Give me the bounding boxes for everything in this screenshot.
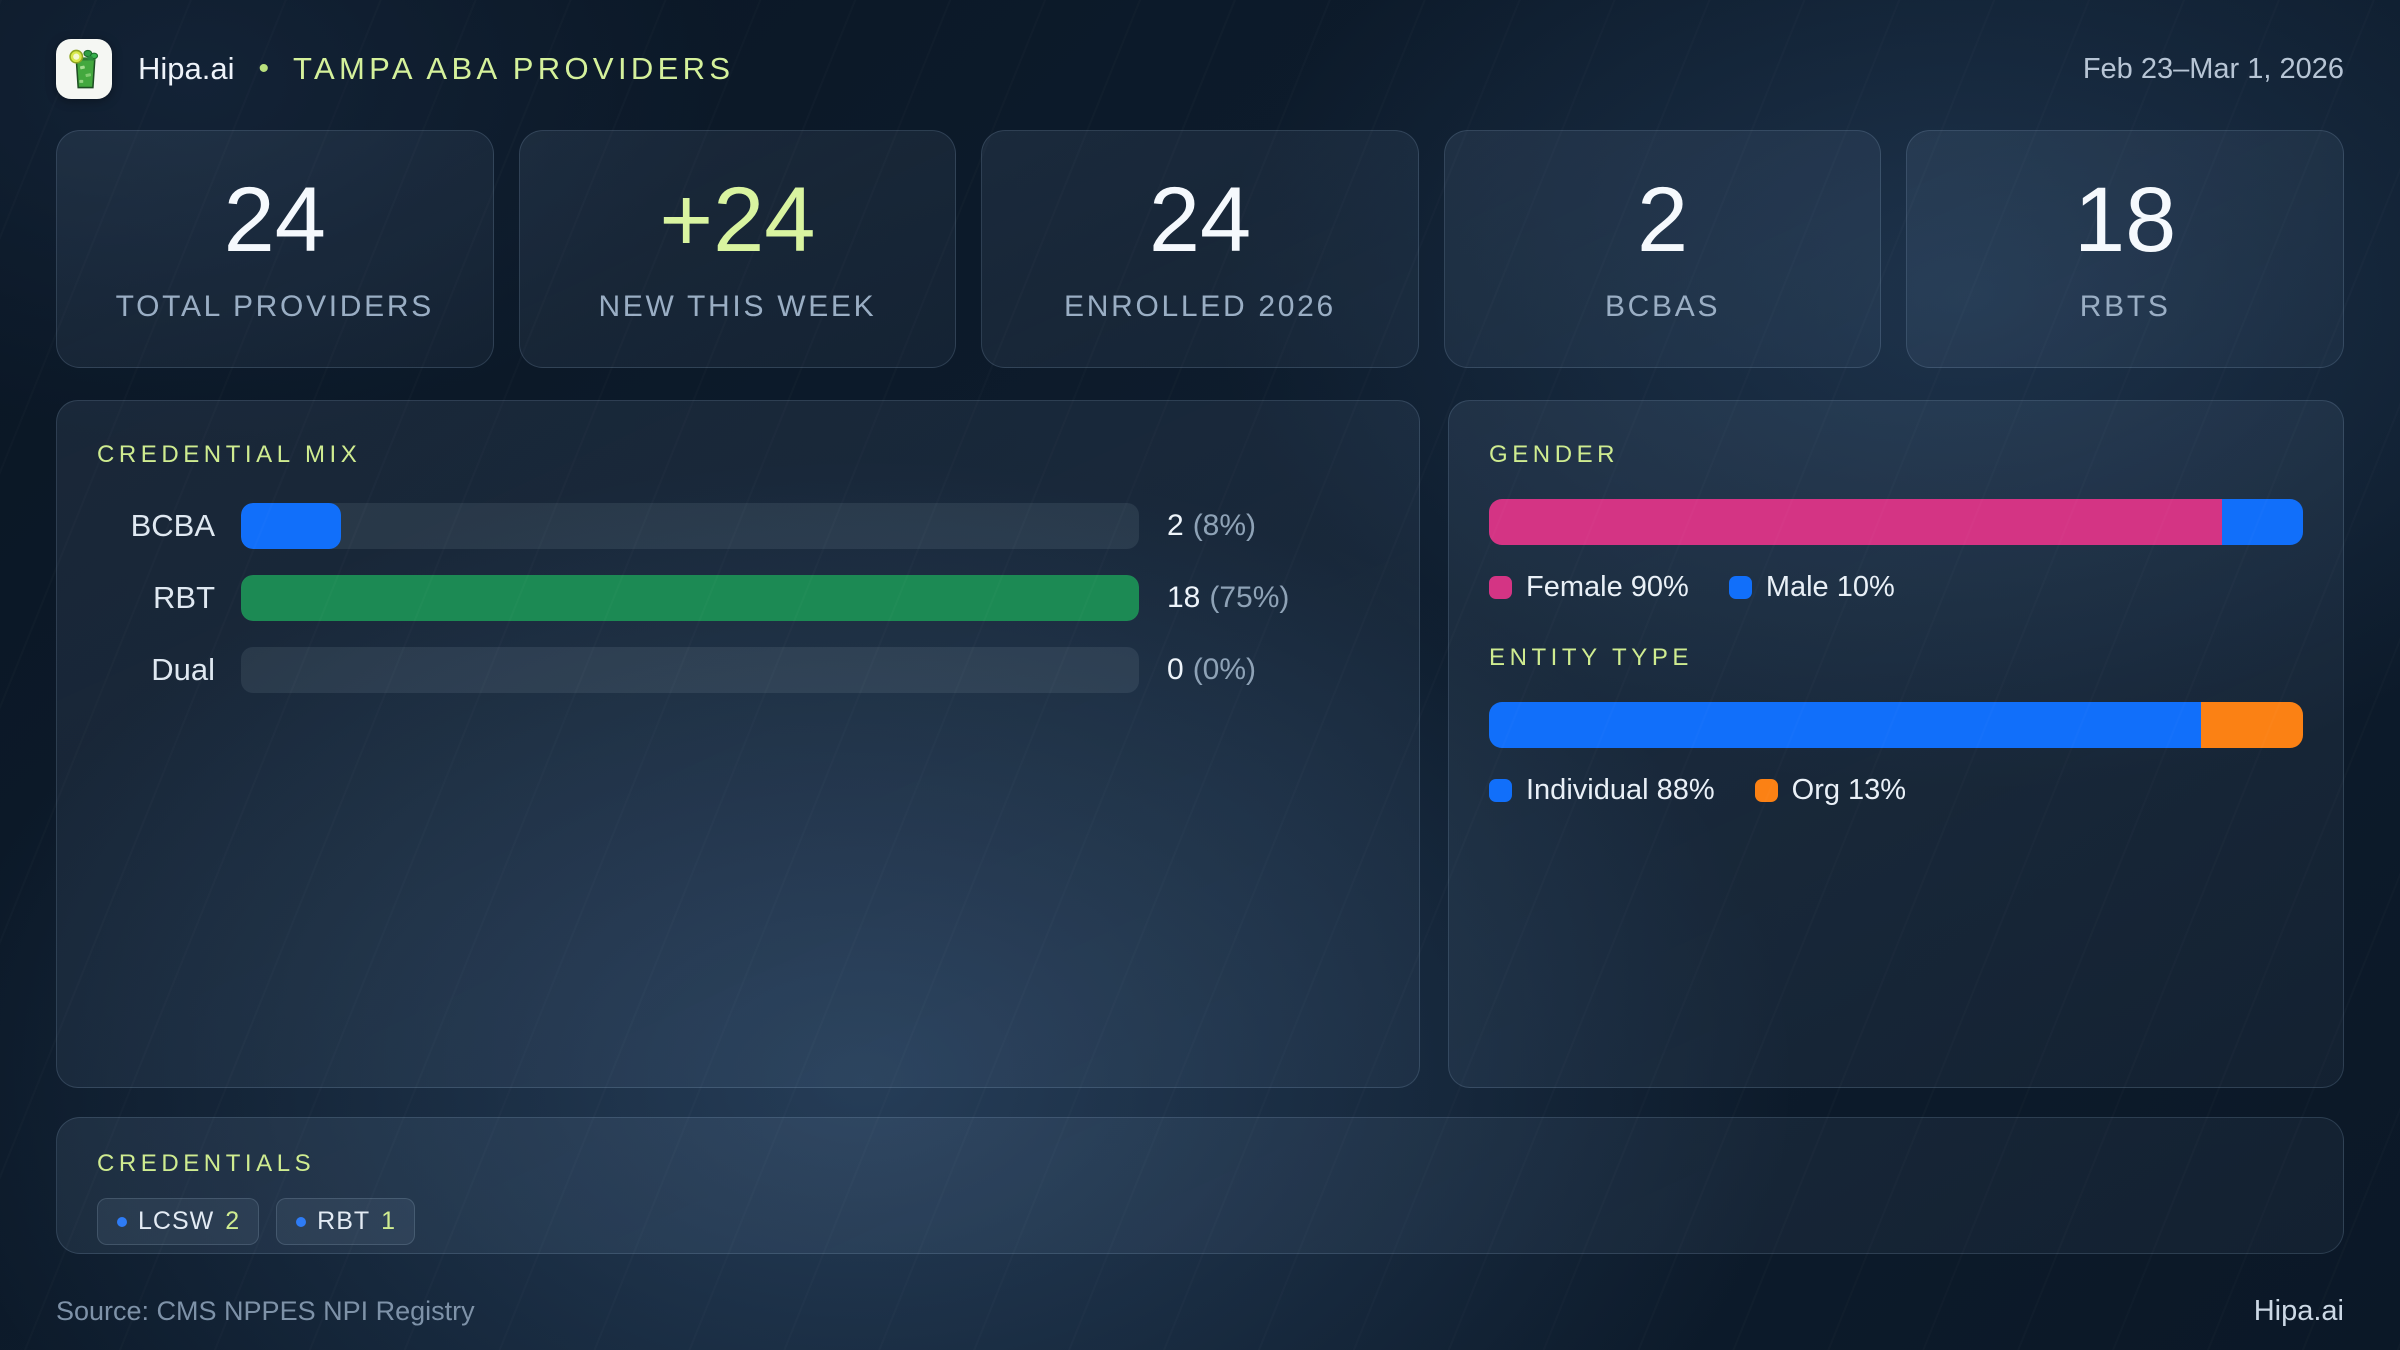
legend-label: Individual 88% bbox=[1526, 774, 1715, 806]
bar-track bbox=[241, 575, 1139, 621]
separator-dot: • bbox=[258, 52, 270, 85]
badge-dot-icon bbox=[117, 1216, 127, 1227]
legend-label: Male 10% bbox=[1765, 571, 1895, 603]
brand-logo bbox=[56, 39, 112, 99]
credential-mix-panel: CREDENTIAL MIX BCBA 2 (8%) RBT 18 (75%) bbox=[56, 400, 1420, 1088]
section-title-credentials: CREDENTIALS bbox=[97, 1150, 316, 1177]
credentials-panel: CREDENTIALS LCSW 2 RBT 1 bbox=[56, 1117, 2344, 1254]
stat-label: BCBAS bbox=[1604, 290, 1721, 323]
stat-card-enrolled-2026: 24 ENROLLED 2026 bbox=[981, 130, 1419, 368]
stat-value: +24 bbox=[659, 169, 816, 271]
gender-female-segment bbox=[1489, 499, 2222, 545]
legend-item-female: Female 90% bbox=[1489, 571, 1689, 604]
bar-fill-rbt bbox=[241, 575, 1139, 621]
bar-label: BCBA bbox=[130, 508, 215, 543]
footer-brand: Hipa.ai bbox=[2253, 1295, 2344, 1327]
section-title-credential-mix: CREDENTIAL MIX bbox=[97, 441, 362, 468]
stat-label: NEW THIS WEEK bbox=[598, 290, 877, 323]
credential-badge-lcsw[interactable]: LCSW 2 bbox=[97, 1198, 260, 1245]
legend-swatch-male bbox=[1728, 576, 1752, 599]
page-title: TAMPA ABA PROVIDERS bbox=[293, 51, 735, 86]
bar-row-dual: Dual 0 (0%) bbox=[97, 647, 1379, 693]
footer-source: Source: CMS NPPES NPI Registry bbox=[56, 1296, 475, 1326]
stat-card-rbts: 18 RBTS bbox=[1906, 130, 2344, 368]
legend-label: Org 13% bbox=[1791, 774, 1907, 806]
stat-label: RBTS bbox=[2079, 290, 2171, 323]
entity-individual-segment bbox=[1489, 702, 2202, 748]
bar-track bbox=[241, 647, 1139, 693]
legend-item-org: Org 13% bbox=[1754, 774, 1907, 807]
bar-count: 2 bbox=[1167, 509, 1184, 542]
bar-value: 2 (8%) bbox=[1167, 509, 1379, 543]
stat-card-new-this-week: +24 NEW THIS WEEK bbox=[518, 130, 957, 368]
bar-row-rbt: RBT 18 (75%) bbox=[97, 575, 1379, 621]
badge-label: LCSW bbox=[138, 1207, 215, 1235]
kpi-row: 24 TOTAL PROVIDERS +24 NEW THIS WEEK 24 … bbox=[56, 130, 2344, 368]
gender-male-segment bbox=[2221, 499, 2303, 545]
bar-percent: (8%) bbox=[1192, 509, 1257, 542]
bar-label: RBT bbox=[153, 580, 215, 615]
credential-mix-chart: BCBA 2 (8%) RBT 18 (75%) Dual bbox=[97, 503, 1379, 693]
entity-type-legend: Individual 88% Org 13% bbox=[1489, 774, 2303, 807]
badge-count: 1 bbox=[381, 1207, 396, 1235]
entity-type-bar bbox=[1489, 702, 2303, 748]
section-title-entity-type: ENTITY TYPE bbox=[1489, 644, 1693, 671]
bar-count: 18 bbox=[1167, 581, 1201, 614]
bar-track bbox=[241, 503, 1139, 549]
section-title-gender: GENDER bbox=[1489, 441, 1620, 468]
bar-value: 0 (0%) bbox=[1167, 653, 1379, 687]
stat-card-total-providers: 24 TOTAL PROVIDERS bbox=[56, 130, 494, 368]
legend-label: Female 90% bbox=[1526, 571, 1689, 603]
stat-card-bcbas: 2 BCBAS bbox=[1443, 130, 1882, 368]
header: Hipa.ai • TAMPA ABA PROVIDERS Feb 23–Mar… bbox=[56, 36, 2344, 102]
entity-org-segment bbox=[2201, 702, 2303, 748]
bar-label: Dual bbox=[151, 652, 215, 687]
badge-dot-icon bbox=[296, 1216, 307, 1227]
stat-value: 24 bbox=[223, 169, 326, 271]
legend-item-male: Male 10% bbox=[1728, 571, 1895, 604]
badge-label: RBT bbox=[317, 1207, 371, 1235]
brand-name: Hipa.ai bbox=[138, 51, 235, 86]
bar-percent: (0%) bbox=[1192, 653, 1257, 686]
date-range: Feb 23–Mar 1, 2026 bbox=[2082, 52, 2344, 85]
legend-item-individual: Individual 88% bbox=[1489, 774, 1715, 807]
legend-swatch-female bbox=[1489, 576, 1512, 599]
bar-fill-bcba bbox=[241, 503, 341, 549]
bar-row-bcba: BCBA 2 (8%) bbox=[97, 503, 1379, 549]
gender-bar bbox=[1489, 499, 2303, 545]
stat-value: 24 bbox=[1148, 169, 1252, 271]
bar-percent: (75%) bbox=[1209, 581, 1290, 614]
stat-value: 18 bbox=[2074, 169, 2177, 271]
credential-badge-rbt[interactable]: RBT 1 bbox=[276, 1198, 416, 1245]
stat-value: 2 bbox=[1636, 169, 1689, 271]
legend-swatch-org bbox=[1754, 779, 1778, 802]
footer: Source: CMS NPPES NPI Registry Hipa.ai bbox=[56, 1295, 2344, 1336]
gender-legend: Female 90% Male 10% bbox=[1489, 571, 2303, 604]
stat-label: TOTAL PROVIDERS bbox=[115, 290, 434, 323]
mojito-glass-icon bbox=[67, 48, 101, 90]
demographics-panel: GENDER Female 90% Male 10% ENTITY TYPE bbox=[1448, 400, 2344, 1088]
stat-label: ENROLLED 2026 bbox=[1064, 290, 1336, 323]
badge-count: 2 bbox=[225, 1207, 240, 1235]
main-row: CREDENTIAL MIX BCBA 2 (8%) RBT 18 (75%) bbox=[56, 400, 2344, 1088]
bar-count: 0 bbox=[1167, 653, 1184, 686]
bar-value: 18 (75%) bbox=[1167, 581, 1379, 615]
credential-badges: LCSW 2 RBT 1 bbox=[97, 1198, 2303, 1245]
legend-swatch-individual bbox=[1489, 779, 1512, 802]
